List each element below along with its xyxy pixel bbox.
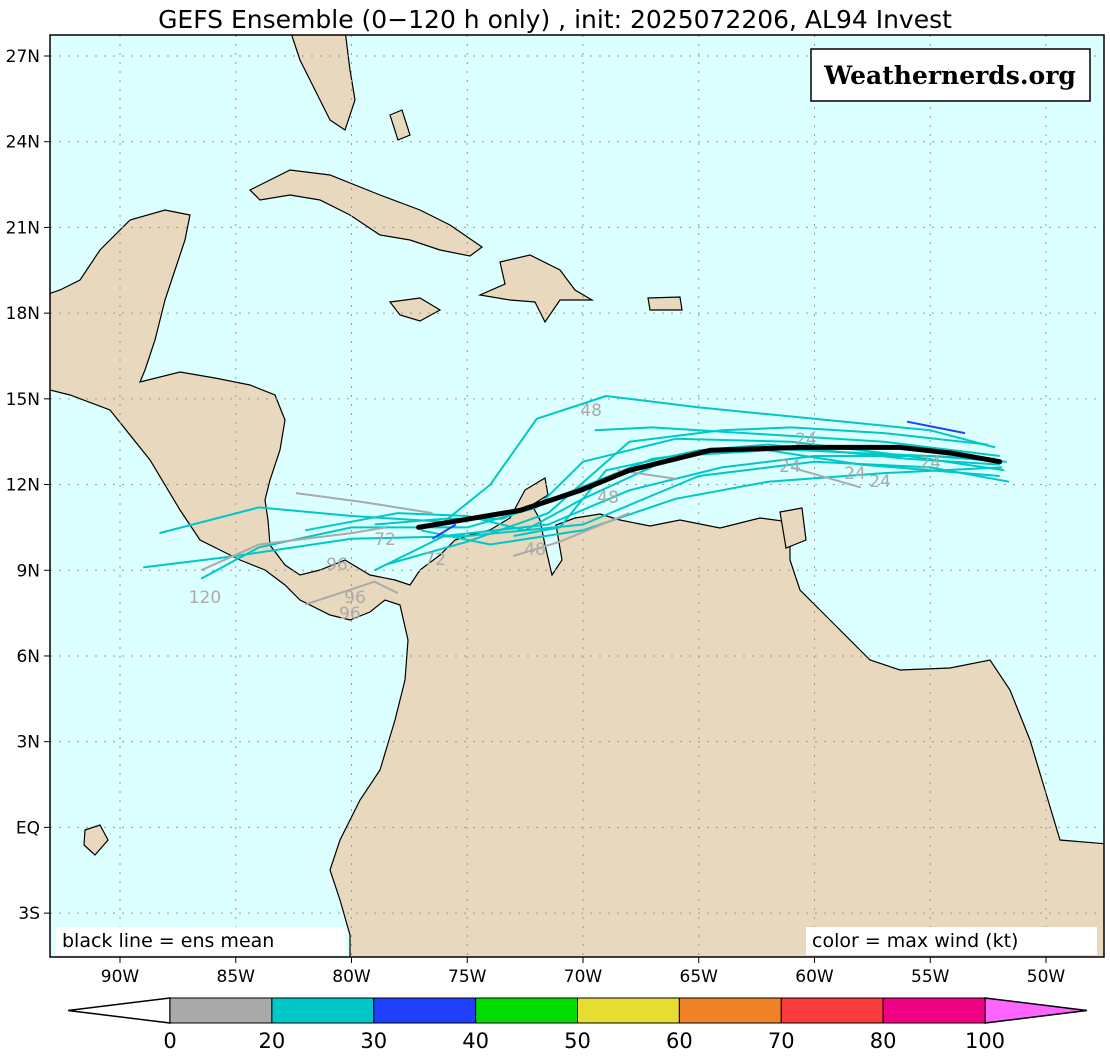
member-track	[431, 523, 457, 540]
lat-label: 9N	[16, 561, 40, 581]
land-masses	[50, 35, 1104, 957]
map-frame	[49, 34, 1105, 958]
lon-label: 60W	[795, 967, 834, 987]
lon-label: 90W	[101, 967, 140, 987]
legend-ens-mean: black line = ens mean	[62, 930, 274, 952]
member-track	[513, 443, 1000, 537]
lead-time-label: 24	[795, 430, 817, 450]
colorbar-label: 0	[163, 1029, 176, 1053]
member-track	[295, 492, 433, 515]
longitude-labels: 90W 85W 80W 75W 70W 65W 60W 55W 50W	[101, 957, 1066, 987]
colorbar-under-arrow	[67, 997, 171, 1024]
lon-label: 55W	[911, 967, 950, 987]
colorbar-label: 30	[360, 1029, 387, 1053]
jamaica	[388, 297, 442, 322]
map-title: GEFS Ensemble (0−120 h only) , init: 202…	[158, 5, 952, 34]
colorbar-label: 50	[564, 1029, 591, 1053]
lead-time-label: 48	[524, 540, 546, 560]
cuba	[248, 169, 484, 257]
colorbar: 0 20 30 40 50 60 70 80 100	[67, 997, 1088, 1053]
legend-max-wind: color = max wind (kt)	[812, 930, 1018, 952]
colorbar-swatch	[780, 997, 884, 1024]
lead-time-label: 24	[779, 457, 801, 477]
member-track	[513, 512, 630, 557]
lon-label: 65W	[680, 967, 719, 987]
lead-time-label: 24	[919, 454, 941, 474]
member-track	[791, 466, 862, 489]
colorbar-swatch	[271, 997, 375, 1024]
lat-label: 6N	[16, 647, 40, 667]
lead-time-label: 24	[844, 464, 866, 484]
legend-left-box	[56, 927, 346, 955]
colorbar-swatch	[169, 997, 273, 1024]
colorbar-swatch	[678, 997, 782, 1024]
lon-label: 70W	[564, 967, 603, 987]
lon-label: 80W	[332, 967, 371, 987]
member-track	[200, 526, 387, 572]
lon-label: 50W	[1027, 967, 1066, 987]
lat-label: 12N	[6, 476, 40, 496]
colorbar-swatch	[475, 997, 578, 1024]
colorbar-over-arrow	[984, 997, 1088, 1024]
lead-time-label: 72	[424, 550, 446, 570]
colorbar-swatch	[577, 997, 680, 1024]
colorbar-label: 70	[768, 1029, 795, 1053]
latitude-labels: 27N 24N 21N 18N 15N 12N 9N 6N 3N EQ 3S	[6, 47, 50, 924]
florida	[291, 35, 356, 131]
colorbar-swatch	[373, 997, 477, 1024]
lat-label: 27N	[6, 47, 40, 67]
lat-label: 15N	[6, 390, 40, 410]
member-track	[594, 426, 1000, 457]
lead-time-label: 24	[869, 472, 891, 492]
hispaniola	[477, 254, 595, 324]
trinidad	[779, 507, 807, 549]
member-track	[906, 420, 966, 435]
lead-time-label: 96	[344, 588, 366, 608]
ensemble-tracks	[143, 395, 1010, 606]
lead-time-label: 48	[580, 401, 602, 421]
lat-label: 3S	[18, 904, 40, 924]
lat-label: EQ	[16, 818, 40, 838]
colorbar-label: 20	[259, 1029, 286, 1053]
legend-right-box	[806, 927, 1097, 955]
ensemble-mean-track	[416, 444, 1003, 530]
member-track	[143, 460, 1010, 569]
watermark: Weathernerds.org	[810, 48, 1091, 102]
lead-time-label: 48	[597, 488, 619, 508]
member-track	[420, 466, 1003, 546]
lat-label: 21N	[6, 218, 40, 238]
colorbar-swatch	[882, 997, 986, 1024]
lat-label: 18N	[6, 304, 40, 324]
galapagos	[83, 824, 109, 856]
colorbar-label: 100	[965, 1029, 1005, 1053]
mainland-americas	[50, 209, 1104, 957]
lon-label: 75W	[448, 967, 487, 987]
member-track	[385, 426, 989, 566]
lead-time-label: 96	[339, 604, 361, 624]
bahamas	[389, 109, 411, 141]
lat-label: 3N	[16, 733, 40, 753]
member-track	[304, 580, 399, 606]
member-track	[159, 395, 996, 535]
lat-label: 24N	[6, 133, 40, 153]
colorbar-label: 60	[666, 1029, 693, 1053]
lead-time-label: 72	[374, 530, 396, 550]
colorbar-label: 40	[462, 1029, 489, 1053]
lead-time-label: 96	[326, 555, 348, 575]
lead-time-label: 120	[189, 588, 221, 608]
colorbar-label: 80	[870, 1029, 897, 1053]
graticule	[50, 35, 1104, 957]
lon-label: 85W	[217, 967, 256, 987]
watermark-text: Weathernerds.org	[823, 61, 1076, 90]
puerto-rico	[647, 296, 683, 311]
